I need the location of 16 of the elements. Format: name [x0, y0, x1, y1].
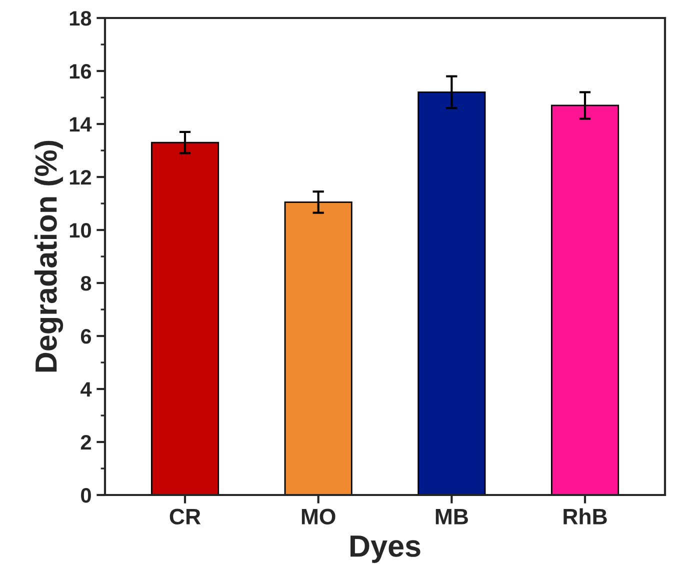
y-tick-label: 0 — [81, 488, 91, 503]
y-tick-label: 12 — [70, 170, 91, 185]
y-tick-label: 2 — [80, 435, 91, 450]
x-tick-label: RhB — [564, 508, 607, 524]
x-tick-label: MO — [302, 508, 336, 525]
y-tick-label: 14 — [70, 117, 92, 132]
y-tick-label: 10 — [70, 223, 91, 238]
y-tick-label: 8 — [80, 276, 92, 291]
y-axis-title: Degradation (%) — [34, 140, 64, 372]
y-tick-label: 18 — [70, 11, 92, 26]
y-tick-label: 16 — [70, 64, 92, 79]
y-tick-label: 6 — [80, 329, 92, 344]
y-tick-label: 4 — [80, 382, 92, 397]
x-tick-label: CR — [170, 508, 201, 525]
x-axis-title: Dyes — [350, 536, 420, 563]
x-tick-label: MB — [436, 509, 468, 524]
